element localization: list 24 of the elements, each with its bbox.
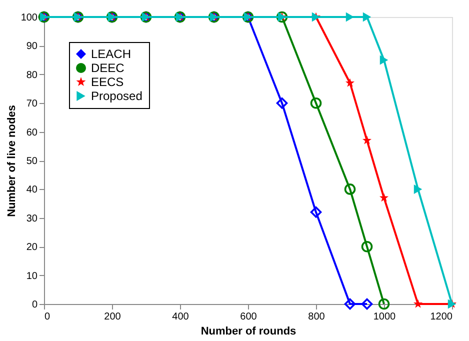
y-tick-label: 20 — [26, 242, 38, 254]
y-tick-label: 100 — [20, 12, 38, 24]
x-tick-label: 800 — [308, 312, 326, 322]
legend-label: EECS — [91, 75, 124, 89]
y-tick-label: 0 — [32, 300, 38, 310]
legend-label: DEEC — [91, 61, 125, 75]
y-tick-label: 80 — [26, 70, 38, 81]
y-tick-label: 30 — [26, 213, 38, 224]
legend-label: LEACH — [91, 47, 132, 61]
y-tick-label: 10 — [26, 270, 38, 282]
y-tick-label: 50 — [26, 156, 38, 167]
x-tick-label: 600 — [240, 312, 258, 322]
x-tick-label: 0 — [44, 312, 50, 322]
x-tick-label: 1200 — [430, 312, 453, 322]
y-tick-label: 40 — [26, 184, 38, 196]
y-tick-label: 70 — [26, 98, 38, 110]
x-axis-title: Number of rounds — [200, 326, 296, 338]
x-tick-label: 200 — [104, 312, 122, 322]
y-tick-label: 90 — [26, 41, 38, 52]
x-tick-label: 400 — [172, 312, 190, 322]
legend-label: Proposed — [91, 89, 142, 103]
x-tick-label: 1000 — [373, 312, 396, 322]
y-axis-title: Number of live nodes — [6, 105, 18, 217]
y-tick-label: 60 — [26, 127, 38, 138]
